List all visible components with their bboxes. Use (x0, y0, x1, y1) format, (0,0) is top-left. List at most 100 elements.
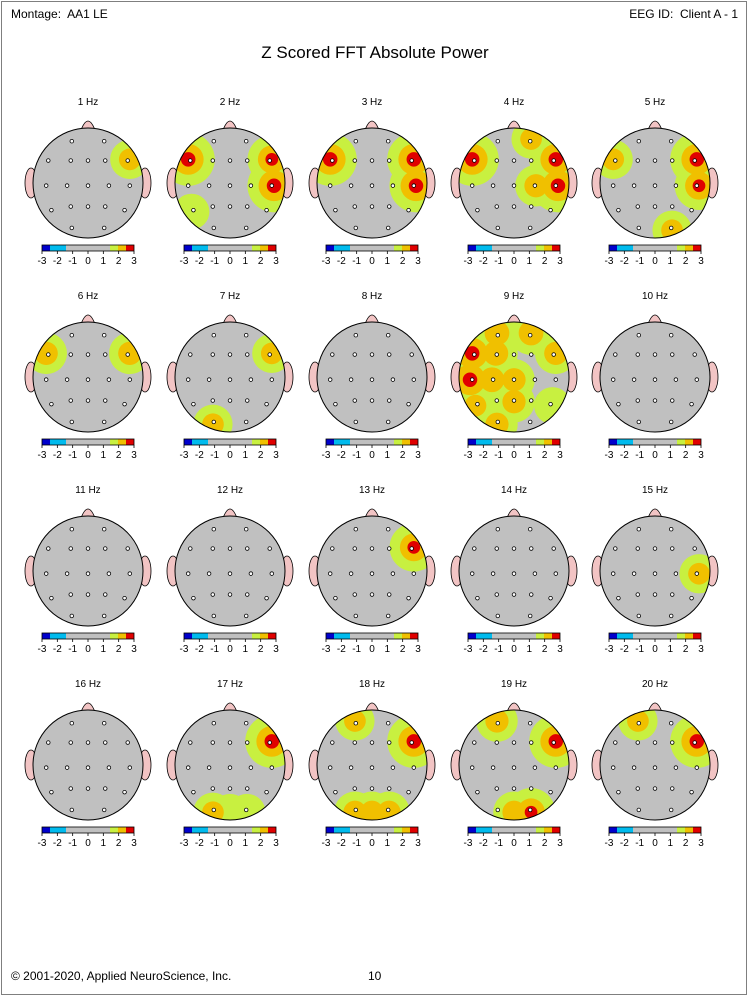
electrode-o1 (211, 419, 217, 425)
electrode-pz (85, 398, 91, 403)
activation-blob-t5 (175, 193, 210, 230)
head-outline (599, 321, 711, 433)
scale-segment (334, 827, 350, 833)
scale-tick-label: -2 (337, 450, 346, 461)
electrode-c4 (106, 183, 112, 188)
scale-segment (410, 245, 418, 251)
activation-blob-t5 (464, 394, 487, 417)
electrode-cz (652, 571, 658, 576)
electrode-p4 (387, 204, 392, 209)
scale-tick-label: 2 (683, 644, 689, 655)
topomap-frequency-label: 5 Hz (645, 97, 666, 108)
eeg-id-label: EEG ID: (629, 7, 674, 21)
electrode-p4 (387, 398, 392, 403)
topomap-frequency-label: 18 Hz (359, 679, 385, 690)
electrode-c4 (248, 571, 254, 576)
scale-segment (677, 439, 685, 445)
electrode-t5 (49, 789, 54, 795)
scale-tick-label: 2 (542, 644, 548, 655)
electrode-c3 (64, 765, 70, 770)
scale-tick-label: 0 (85, 838, 91, 849)
electrode-cz (369, 571, 375, 576)
scale-tick-label: 0 (511, 644, 517, 655)
electrode-cz (85, 571, 91, 576)
electrode-t6 (689, 789, 694, 795)
scale-segment (208, 439, 252, 445)
scale-segment (677, 827, 685, 833)
activation-blob-o2 (524, 805, 538, 819)
electrode-pz (369, 786, 375, 791)
activation-blob-t4 (266, 178, 282, 193)
electrode-c4 (673, 571, 679, 576)
scale-tick-label: 0 (369, 838, 375, 849)
scale-tick-label: -2 (479, 256, 488, 267)
scale-segment (110, 827, 118, 833)
scale-segment (50, 633, 66, 639)
electrode-t4 (269, 183, 274, 188)
electrode-p4 (103, 398, 108, 403)
scale-tick-label: -1 (494, 644, 503, 655)
electrode-fp1 (211, 138, 217, 144)
electrode-f7 (330, 352, 335, 357)
activation-blob-f8 (406, 734, 422, 749)
electrode-f8 (551, 352, 556, 357)
activation-layer (459, 128, 569, 213)
topomap-frequency-label: 13 Hz (359, 485, 385, 496)
scale-tick-label: 2 (683, 450, 689, 461)
scale-tick-label: -2 (195, 256, 204, 267)
activation-blob-o2 (661, 219, 683, 238)
electrode-t5 (333, 401, 338, 407)
electrode-fp1 (211, 527, 217, 532)
scale-tick-label: -1 (68, 450, 77, 461)
scale-tick-label: -1 (635, 450, 644, 461)
electrode-f7 (330, 158, 335, 163)
electrode-c3 (348, 571, 354, 576)
electrode-c4 (532, 377, 538, 382)
electrode-p3 (352, 786, 357, 791)
electrode-f4 (670, 352, 675, 357)
electrode-f3 (635, 352, 640, 357)
electrode-t3 (611, 765, 616, 770)
scale-segment (394, 827, 402, 833)
montage-label: Montage: (11, 7, 62, 21)
scale-tick-label: 1 (101, 838, 107, 849)
scale-segment (633, 633, 677, 639)
scale-tick-label: 1 (385, 838, 391, 849)
electrode-t6 (406, 595, 411, 601)
electrode-pz (227, 204, 233, 209)
electrode-t4 (694, 183, 699, 188)
electrode-fz (85, 740, 91, 745)
scale-tick-label: 3 (415, 256, 421, 267)
electrode-cz (652, 183, 658, 188)
electrode-f7 (613, 740, 618, 745)
scale-segment (268, 827, 276, 833)
electrode-p3 (68, 204, 73, 209)
electrode-cz (652, 765, 658, 770)
electrode-t5 (49, 207, 54, 213)
scale-tick-label: 2 (400, 450, 406, 461)
head-fill (600, 322, 710, 432)
activation-blob-f7 (464, 346, 480, 361)
scale-tick-label: 0 (85, 644, 91, 655)
electrode-p4 (103, 592, 108, 597)
electrode-o2 (385, 613, 391, 619)
topomap: 10 Hz -3 -2 -1 0 1 2 3 (591, 291, 719, 461)
electrode-f8 (692, 158, 697, 163)
electrode-fp2 (668, 333, 674, 338)
electrode-cz (369, 377, 375, 382)
scale-segment (66, 439, 110, 445)
scale-segment (184, 827, 192, 833)
electrode-t3 (185, 377, 191, 382)
electrode-t5 (616, 789, 621, 795)
electrode-t3 (328, 183, 333, 188)
electrode-c4 (106, 377, 112, 382)
electrode-fp2 (385, 333, 391, 338)
electrode-p4 (529, 398, 534, 403)
electrode-t3 (611, 571, 616, 576)
activation-blob-fp1 (344, 710, 366, 732)
electrode-p3 (635, 592, 640, 597)
electrode-f8 (267, 158, 272, 163)
electrode-f4 (245, 740, 250, 745)
scale-segment (544, 633, 552, 639)
electrode-t3 (470, 377, 475, 382)
